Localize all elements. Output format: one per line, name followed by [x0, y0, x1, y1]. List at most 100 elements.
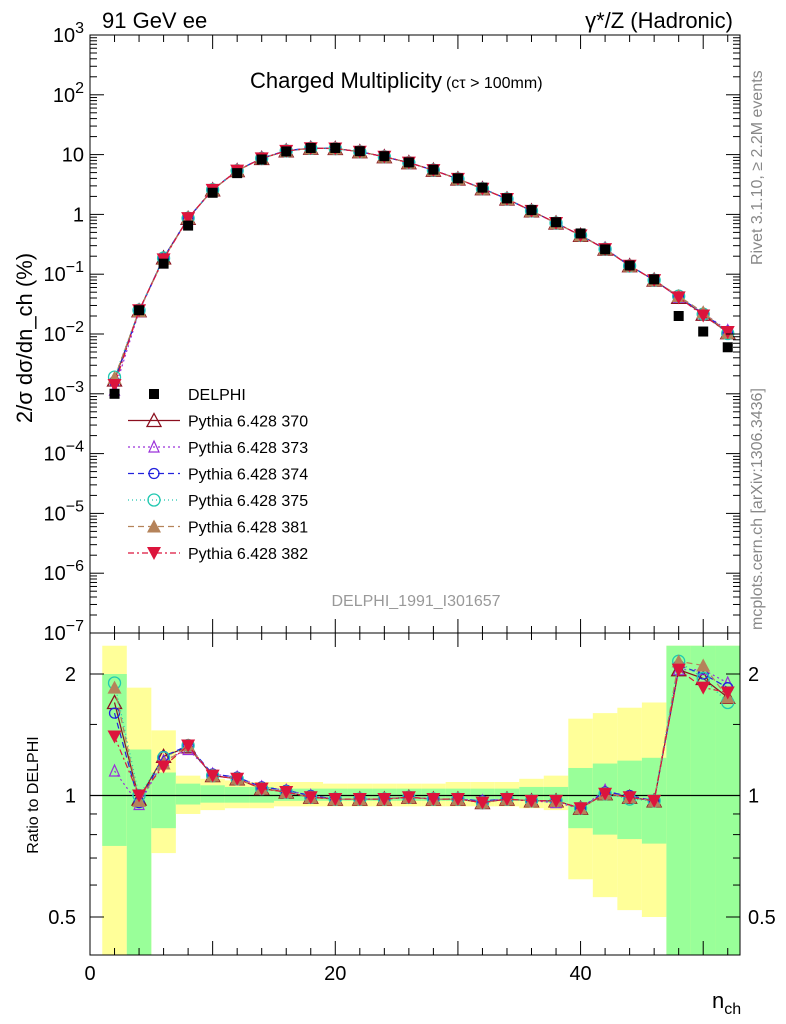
uncertainty-band-inner — [102, 674, 127, 846]
ratio-point-5 — [720, 686, 735, 700]
legend-marker-0 — [145, 412, 163, 428]
mcplots-note: mcplots.cern.ch [arXiv:1306.3436] — [749, 388, 766, 630]
data-point — [649, 274, 660, 285]
legend-label-1: Pythia 6.428 373 — [188, 440, 308, 457]
plot-title-sub: (cτ > 100mm) — [446, 75, 543, 92]
ratio-line-5 — [113, 668, 728, 809]
y-tick-label: 10−3 — [44, 379, 85, 406]
data-point — [551, 217, 562, 228]
ratio-y-axis-title: Ratio to DELPHI — [25, 736, 42, 853]
data-point — [256, 154, 267, 165]
series-point-5 — [107, 379, 122, 393]
legend-marker-3 — [147, 493, 161, 507]
legend: DELPHI Pythia 6.428 370 Pythia 6.428 373 Py… — [128, 387, 308, 563]
data-point — [526, 205, 537, 216]
data-point — [722, 342, 733, 353]
ratio-point-5 — [181, 739, 196, 753]
series-line-3 — [113, 147, 729, 378]
ratio-point-1 — [108, 763, 121, 777]
ratio-tick-label-right: 2 — [748, 664, 759, 686]
data-point — [403, 157, 414, 168]
data-point — [183, 220, 194, 231]
uncertainty-band-inner — [151, 772, 176, 829]
y-tick-label: 103 — [53, 20, 84, 47]
data-point — [600, 244, 611, 255]
data-point — [379, 151, 390, 162]
data-point — [698, 326, 709, 337]
data-point — [354, 146, 365, 157]
ratio-point-5 — [279, 786, 294, 800]
ratio-point-5 — [475, 796, 490, 810]
data-point — [207, 187, 218, 198]
ratio-point-5 — [303, 791, 318, 805]
header-right: γ*/Z (Hadronic) — [585, 8, 733, 33]
ratio-point-4 — [696, 658, 711, 672]
ratio-point-5 — [254, 782, 269, 796]
data-point — [673, 310, 684, 321]
ratio-point-5 — [696, 681, 711, 695]
y-tick-label: 1 — [73, 204, 84, 226]
ratio-point-5 — [549, 794, 564, 808]
y-tick-label: 10−4 — [44, 439, 85, 466]
data-point — [330, 142, 341, 153]
plot-title-main: Charged Multiplicity — [250, 68, 442, 93]
ratio-point-5 — [205, 769, 220, 783]
x-axis-title: nch — [712, 988, 741, 1018]
data-point — [624, 260, 635, 271]
ratio-point-5 — [328, 793, 343, 807]
uncertainty-band-inner — [200, 785, 225, 803]
series-point-5 — [671, 291, 686, 305]
legend-label-5: Pythia 6.428 382 — [188, 546, 308, 563]
ratio-point-5 — [647, 794, 662, 808]
legend-marker-4 — [147, 519, 161, 533]
ratio-point-5 — [230, 772, 245, 786]
legend-label-4: Pythia 6.428 381 — [188, 520, 308, 537]
y-axis-title: 2/σ dσ/dn_ch (%) — [12, 253, 37, 423]
ratio-point-5 — [156, 760, 171, 774]
ratio-tick-label: 1 — [65, 786, 76, 808]
main-panel: 10−7 10−6 10−5 10−4 10−3 10−2 10−1 1 10 102 103 Ch… — [12, 20, 741, 645]
ratio-tick-label: 0.5 — [48, 907, 76, 929]
analysis-id: DELPHI_1991_I301657 — [331, 593, 500, 610]
data-point — [134, 305, 145, 316]
series-point-5 — [720, 326, 735, 340]
main-frame — [89, 34, 741, 634]
series-point-5 — [696, 309, 711, 323]
ratio-point-5 — [377, 793, 392, 807]
uncertainty-band-inner — [175, 783, 201, 805]
legend-label-3: Pythia 6.428 375 — [188, 493, 308, 510]
ratio-tick-label: 2 — [65, 664, 76, 686]
series-line-4 — [113, 147, 729, 379]
ratio-point-5 — [671, 663, 686, 677]
data-point — [501, 193, 512, 204]
ratio-point-5 — [352, 793, 367, 807]
legend-marker-5 — [147, 547, 161, 560]
ratio-point-5 — [450, 793, 465, 807]
ratio-tick-label-right: 1 — [748, 786, 759, 808]
data-point — [428, 164, 439, 175]
ratio-point-5 — [401, 791, 416, 805]
y-tick-label: 102 — [53, 80, 84, 107]
x-axis-title-main: n — [712, 988, 724, 1013]
uncertainty-band-inner — [690, 645, 716, 955]
ratio-point-5 — [107, 730, 122, 744]
y-tick-label: 10−1 — [44, 259, 85, 286]
data-point — [452, 173, 463, 184]
ratio-point-5 — [598, 787, 613, 801]
ratio-point-5 — [524, 794, 539, 808]
data-point — [109, 388, 120, 399]
y-tick-label: 10−7 — [44, 618, 85, 645]
ratio-panel: 0 20 40 0.5 0.5 1 1 2 2 Ratio to DELPHI — [25, 632, 776, 985]
y-tick-label: 10 — [62, 145, 84, 167]
data-point — [281, 146, 292, 157]
header-left: 91 GeV ee — [102, 8, 207, 33]
ratio-point-5 — [622, 791, 637, 805]
data-point — [305, 142, 316, 153]
legend-label-2: Pythia 6.428 374 — [188, 467, 308, 484]
data-point — [158, 258, 169, 269]
x-tick-label: 40 — [569, 963, 591, 985]
y-tick-label: 10−6 — [44, 558, 85, 585]
x-tick-label: 20 — [324, 963, 346, 985]
uncertainty-band-inner — [126, 749, 152, 955]
